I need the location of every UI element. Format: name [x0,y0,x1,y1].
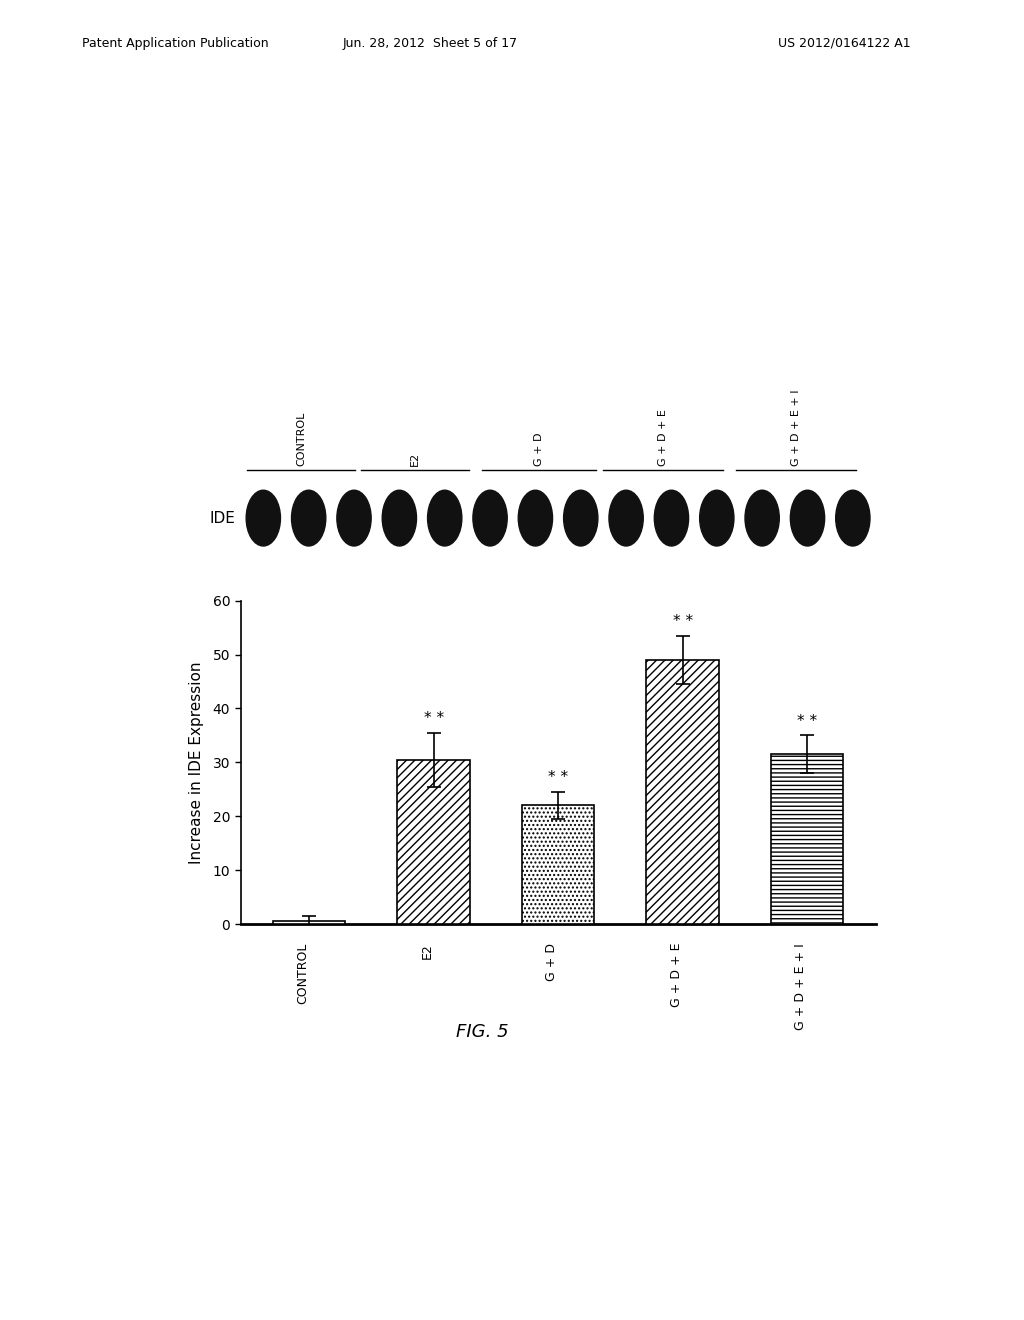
Ellipse shape [428,490,462,546]
Text: G + D + E + I: G + D + E + I [792,389,801,466]
Text: G + D: G + D [535,433,544,466]
Bar [771,754,843,924]
Ellipse shape [337,490,371,546]
Text: CONTROL: CONTROL [296,942,309,1005]
Text: * *: * * [673,614,692,630]
Ellipse shape [654,490,688,546]
Ellipse shape [518,490,553,546]
Ellipse shape [246,490,281,546]
Text: G + D + E: G + D + E [670,942,683,1007]
Text: * *: * * [548,771,568,785]
Ellipse shape [382,490,417,546]
Ellipse shape [473,490,507,546]
Text: * *: * * [424,711,443,726]
Ellipse shape [563,490,598,546]
Ellipse shape [292,490,326,546]
Text: IDE: IDE [210,511,236,525]
Text: G + D + E + I: G + D + E + I [794,942,807,1030]
Bar [646,660,719,924]
Text: * *: * * [797,714,817,729]
Y-axis label: Increase in IDE Expression: Increase in IDE Expression [189,661,204,863]
Ellipse shape [836,490,870,546]
Text: E2: E2 [411,451,420,466]
Ellipse shape [791,490,824,546]
Bar [273,921,345,924]
Bar [397,759,470,924]
Text: FIG. 5: FIG. 5 [456,1023,508,1041]
Text: G + D + E: G + D + E [657,409,668,466]
Text: CONTROL: CONTROL [296,412,306,466]
Text: Jun. 28, 2012  Sheet 5 of 17: Jun. 28, 2012 Sheet 5 of 17 [342,37,518,50]
Text: G + D: G + D [545,942,558,981]
Text: US 2012/0164122 A1: US 2012/0164122 A1 [778,37,911,50]
Ellipse shape [745,490,779,546]
Ellipse shape [609,490,643,546]
Ellipse shape [699,490,734,546]
Text: E2: E2 [421,942,433,958]
Text: Patent Application Publication: Patent Application Publication [82,37,268,50]
Bar [522,805,594,924]
